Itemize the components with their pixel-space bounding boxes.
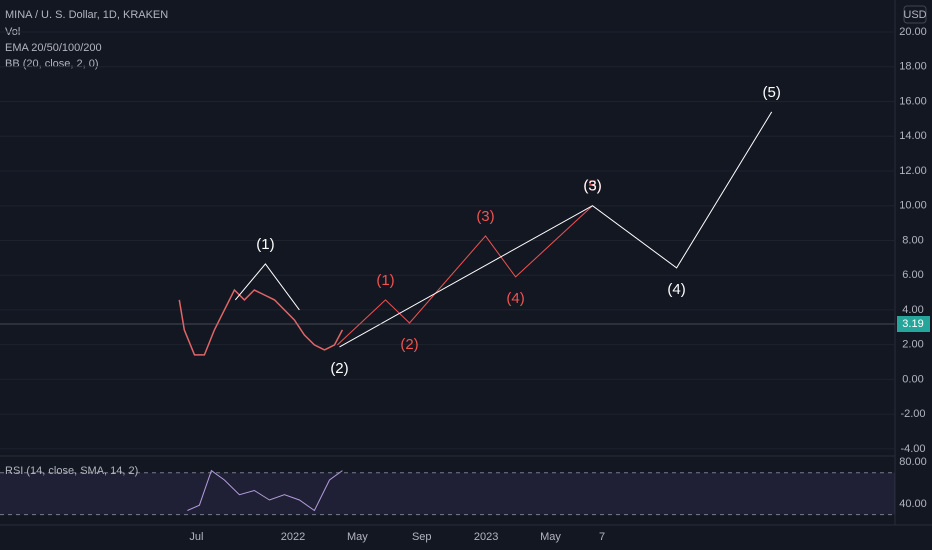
last-price-box [897, 316, 930, 333]
wave-label: (2) [330, 360, 348, 377]
x-tick-label: Sep [412, 531, 432, 543]
currency-box[interactable] [903, 5, 927, 24]
wave-label: (4) [667, 281, 685, 298]
y-tick-label: 10.00 [899, 200, 927, 212]
wave-label: (1) [376, 272, 394, 289]
wave-label: (5) [763, 84, 781, 101]
indicator-label: EMA 20/50/100/200 [5, 42, 102, 54]
y-tick-label: 18.00 [899, 61, 927, 73]
series-line [178, 288, 344, 356]
series-line [339, 111, 773, 348]
y-tick-label: 16.00 [899, 95, 927, 107]
wave-label: (3) [583, 178, 601, 195]
y-tick-label: -4.00 [900, 443, 925, 455]
wave-label: (4) [506, 290, 524, 307]
y-tick-label: 0.00 [902, 373, 923, 385]
x-tick-label: May [540, 531, 561, 543]
x-tick-label: Jul [189, 531, 203, 543]
wave-label: (2) [400, 336, 418, 353]
x-tick-label: May [347, 531, 368, 543]
indicator-label: BB (20, close, 2, 0) [5, 58, 99, 70]
currency-label[interactable]: USD [903, 9, 926, 21]
y-tick-label: 12.00 [899, 165, 927, 177]
x-tick-label: 7 [599, 531, 605, 543]
y-tick-label: -2.00 [900, 408, 925, 420]
y-tick-label: 14.00 [899, 130, 927, 142]
y-tick-label: 20.00 [899, 26, 927, 38]
wave-label: (3) [476, 208, 494, 225]
y-tick-label: 80.00 [899, 456, 927, 468]
y-tick-label: 6.00 [902, 269, 923, 281]
y-tick-label: 4.00 [902, 304, 923, 316]
y-tick-label: 8.00 [902, 234, 923, 246]
x-tick-label: 2022 [281, 531, 305, 543]
wave-label: (5) [583, 178, 601, 195]
pane-title: RSI (14, close, SMA, 14, 2) [5, 465, 138, 477]
x-tick-label: 2023 [474, 531, 498, 543]
series-line [337, 205, 593, 346]
series-line [234, 263, 300, 311]
last-price-label: 3.19 [902, 318, 923, 330]
rsi-band [0, 472, 895, 515]
y-tick-label: 40.00 [899, 498, 927, 510]
wave-label: (1) [256, 236, 274, 253]
symbol-title: MINA / U. S. Dollar, 1D, KRAKEN [5, 9, 168, 21]
series-line [187, 469, 343, 512]
y-tick-label: 2.00 [902, 339, 923, 351]
